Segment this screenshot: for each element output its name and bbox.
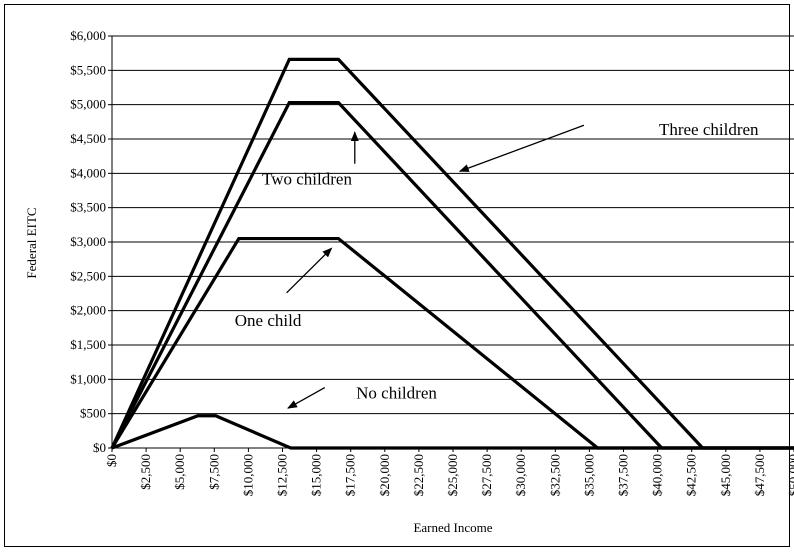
y-tick-label: $3,500 [70, 200, 106, 215]
x-tick-label: $10,000 [240, 454, 255, 496]
annotation-label: One child [235, 311, 302, 330]
annotation-arrow [286, 247, 333, 294]
y-tick-label: $5,500 [70, 62, 106, 77]
y-tick-label: $5,000 [70, 97, 106, 112]
x-tick-label: $25,000 [445, 454, 460, 496]
x-tick-label: $50,000 [786, 454, 794, 496]
y-axis-title: Federal EITC [24, 207, 39, 278]
x-tick-label: $30,000 [513, 454, 528, 496]
series-line-2 [110, 101, 794, 450]
y-tick-label: $2,000 [70, 303, 106, 318]
x-tick-label: $40,000 [650, 454, 665, 496]
series-line-0 [111, 414, 794, 450]
x-tick-label: $22,500 [411, 454, 426, 496]
x-tick-label: $45,000 [718, 454, 733, 496]
series-line-3 [110, 57, 794, 450]
y-tick-label: $2,500 [70, 268, 106, 283]
series-lines [110, 57, 794, 450]
y-tick-label: $500 [80, 406, 106, 421]
x-tick-label: $17,500 [343, 454, 358, 496]
y-tick-label: $3,000 [70, 234, 106, 249]
annotations: Three children Two children One child No ch… [235, 120, 759, 409]
annotation-arrow [287, 387, 326, 409]
y-tick-label: $4,500 [70, 131, 106, 146]
y-tick-label: $4,000 [70, 165, 106, 180]
annotation-label: No children [356, 384, 437, 403]
x-tick-label: $20,000 [377, 454, 392, 496]
x-tick-label: $47,500 [752, 454, 767, 496]
annotation-label: Two children [262, 169, 352, 188]
x-tick-label: $42,500 [684, 454, 699, 496]
gridlines [112, 35, 794, 415]
x-axis-title: Earned Income [413, 520, 492, 535]
x-tick-label: $12,500 [275, 454, 290, 496]
x-tick-label: $15,000 [309, 454, 324, 496]
chart-frame [4, 4, 790, 547]
annotation-label: Three children [659, 120, 759, 139]
x-tick-label: $2,500 [138, 454, 153, 490]
x-tick-label: $7,500 [206, 454, 221, 490]
y-tick-label: $0 [93, 440, 106, 455]
annotation-arrow [458, 124, 585, 172]
x-tick-label: $27,500 [479, 454, 494, 496]
x-tick-label: $37,500 [616, 454, 631, 496]
y-tick-label: $1,000 [70, 371, 106, 386]
x-tick-label: $35,000 [581, 454, 596, 496]
y-tick-label: $1,500 [70, 337, 106, 352]
x-tick-label: $0 [104, 454, 119, 467]
x-tick-label: $5,000 [172, 454, 187, 490]
y-tick-label: $6,000 [70, 28, 106, 43]
axes [108, 35, 794, 452]
tick-labels: $0 $500 $1,000 $1,500 $2,000 $2,500 $3,000 $3,5… [70, 28, 794, 496]
x-tick-label: $32,500 [547, 454, 562, 496]
